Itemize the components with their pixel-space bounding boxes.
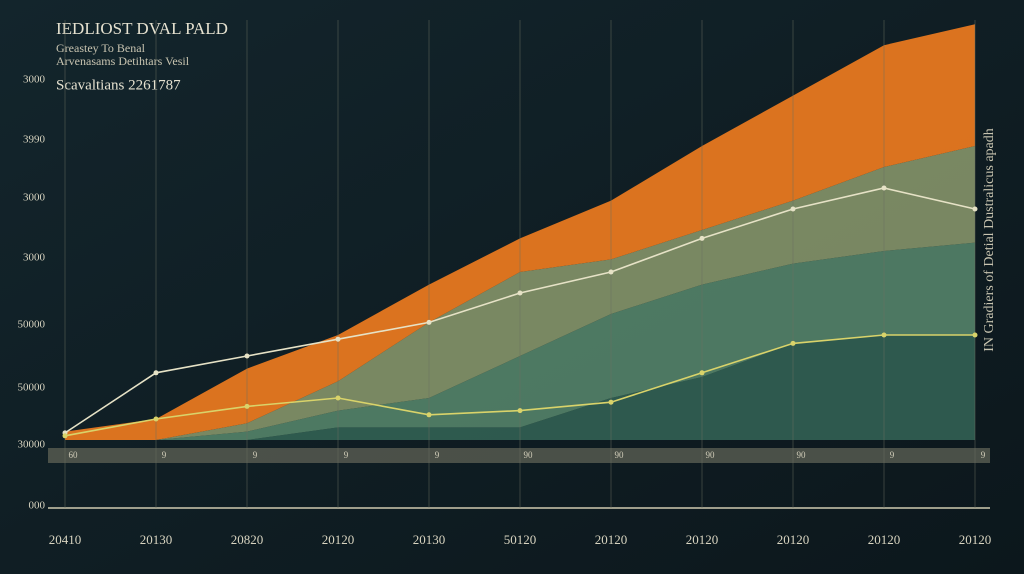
point [972, 206, 978, 212]
x-tick-label: 50120 [504, 532, 537, 547]
y-tick-label: 30000 [18, 439, 46, 451]
point [335, 395, 341, 401]
point [517, 408, 523, 414]
strip-label: 90 [524, 450, 534, 460]
point [881, 332, 887, 338]
x-tick-label: 20120 [686, 532, 719, 547]
point [972, 332, 978, 338]
point [426, 319, 432, 325]
subtitle: Arvenasams Detihtars Vesil [56, 54, 190, 68]
point [426, 412, 432, 418]
strip-label: 9 [981, 450, 986, 460]
area [65, 242, 975, 440]
x-tick-label: 20130 [413, 532, 446, 547]
area [65, 24, 975, 440]
y-tick-label: 3000 [23, 192, 46, 204]
point [699, 235, 705, 241]
x-tick-label: 20410 [49, 532, 82, 547]
strip-label: 90 [706, 450, 716, 460]
point [517, 290, 523, 296]
point [335, 336, 341, 342]
strip-label: 9 [890, 450, 895, 460]
y-tick-label: 3990 [23, 134, 46, 146]
point [790, 206, 796, 212]
strip-label: 9 [162, 450, 167, 460]
point [153, 416, 159, 422]
x-tick-label: 20120 [868, 532, 901, 547]
x-tick-label: 20120 [322, 532, 355, 547]
point [608, 399, 614, 405]
y-tick-label: 000 [29, 500, 46, 512]
point [608, 269, 614, 275]
strip-label: 60 [69, 450, 79, 460]
point [699, 370, 705, 376]
x-tick-label: 20120 [959, 532, 992, 547]
x-tick-label: 20820 [231, 532, 264, 547]
x-tick-label: 20120 [777, 532, 810, 547]
subtitle: Greastey To Benal [56, 41, 146, 55]
point [881, 185, 887, 191]
chart-title: IEDLIOST DVAL PALD [56, 19, 228, 38]
x-tick-label: 20120 [595, 532, 628, 547]
x-tick-label: 20130 [140, 532, 173, 547]
strip [48, 448, 990, 463]
point [62, 433, 68, 439]
strip-label: 9 [253, 450, 258, 460]
strip-label: 90 [615, 450, 625, 460]
y-tick-label: 50000 [18, 382, 46, 394]
y-tick-label: 50000 [18, 319, 46, 331]
side-label: IN Gradiers of Detial Dustralicus apadh [982, 128, 997, 352]
annotation: Scavaltians 2261787 [56, 77, 181, 93]
area [65, 335, 975, 440]
point [244, 353, 250, 359]
strip-label: 9 [344, 450, 349, 460]
point [153, 370, 159, 376]
strip-label: 90 [797, 450, 807, 460]
y-tick-label: 3000 [23, 252, 46, 264]
y-tick-label: 3000 [23, 74, 46, 86]
strip-label: 9 [435, 450, 440, 460]
point [244, 403, 250, 409]
point [790, 340, 796, 346]
